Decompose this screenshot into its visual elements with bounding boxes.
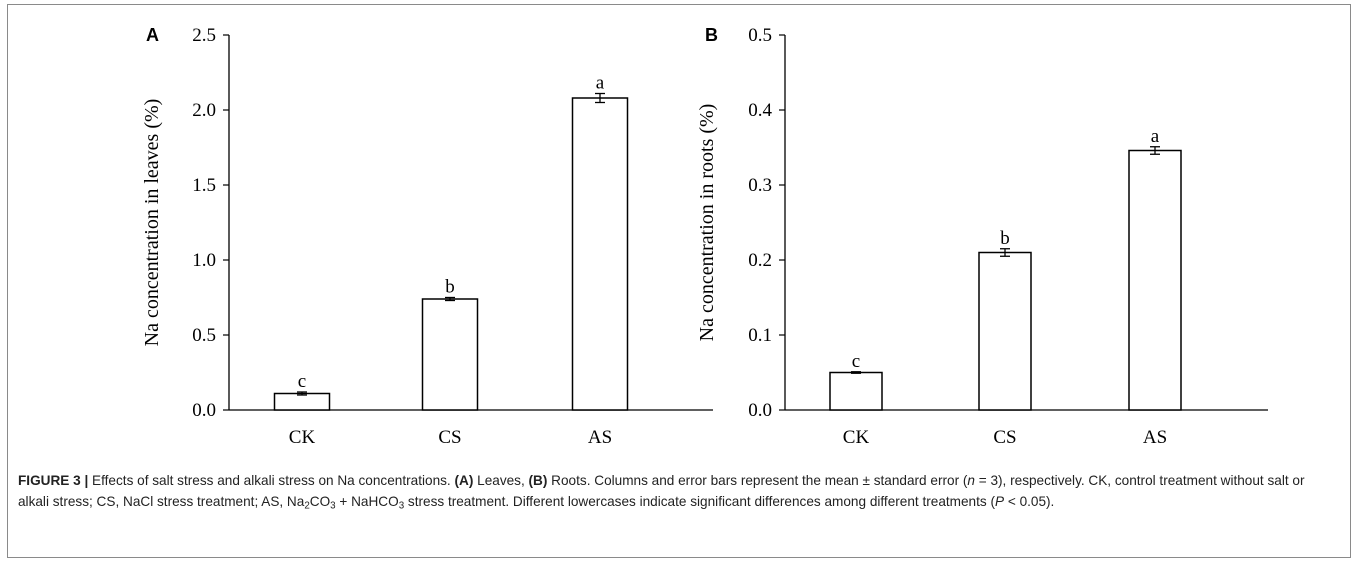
- bar-as: [1128, 149, 1182, 411]
- x-tick-label-ck: CK: [843, 427, 870, 448]
- x-tick-label-cs: CS: [438, 427, 461, 448]
- caption-text: CO: [309, 494, 331, 509]
- caption-p-variable: P: [995, 494, 1005, 509]
- figure-frame: [7, 4, 1351, 558]
- significance-letter: a: [596, 73, 605, 94]
- caption-b-label: (B): [528, 473, 548, 488]
- bar-cs: [421, 298, 479, 411]
- y-tick-label: 2.5: [192, 25, 216, 46]
- caption-subscript: 2: [304, 500, 310, 512]
- significance-letter: c: [298, 371, 306, 392]
- y-tick-label: 0.0: [748, 400, 772, 421]
- panel-label-a: A: [146, 25, 159, 45]
- x-tick-label-cs: CS: [993, 427, 1016, 448]
- caption-text: + NaHCO: [335, 494, 399, 509]
- figure-charts: 0.0 0.5 1.0 1.5 2.0 2.5 A Na concentration in l…: [141, 25, 1268, 448]
- caption-a-label: (A): [454, 473, 474, 488]
- chart-panel-a: 0.0 0.5 1.0 1.5 2.0 2.5 A Na concentration in l…: [141, 25, 713, 448]
- caption-text: = 3), respectively. CK, control treatmen…: [18, 473, 1305, 509]
- x-tick-label-as: AS: [1143, 427, 1167, 448]
- caption-text: Leaves,: [473, 473, 529, 488]
- y-tick-label: 0.1: [748, 325, 772, 346]
- bar-ck: [273, 392, 331, 411]
- figure-label: FIGURE 3 |: [18, 473, 89, 488]
- y-tick-label: 0.3: [748, 175, 772, 196]
- figure-caption: FIGURE 3 | Effects of salt stress and al…: [18, 470, 1338, 512]
- caption-subscript: 3: [398, 500, 405, 512]
- y-axis-label-a: Na concentration in leaves (%): [141, 99, 163, 347]
- chart-panel-b: 0.0 0.1 0.2 0.3 0.4 0.5 B Na concentration in r…: [696, 25, 1268, 448]
- x-tick-label-ck: CK: [289, 427, 316, 448]
- y-tick-label: 0.2: [748, 250, 772, 271]
- y-tick-label: 0.5: [192, 325, 216, 346]
- bar-ck: [829, 371, 883, 411]
- significance-letter: c: [852, 351, 860, 372]
- caption-text: < 0.05).: [1004, 494, 1055, 509]
- caption-subscript: 3: [330, 500, 336, 512]
- bar-cs: [978, 251, 1032, 411]
- significance-letter: b: [1000, 228, 1010, 249]
- bar-as: [571, 97, 629, 411]
- caption-text: Effects of salt stress and alkali stress…: [88, 473, 455, 488]
- significance-letter: a: [1151, 126, 1160, 147]
- y-tick-label: 2.0: [192, 100, 216, 121]
- y-tick-label: 0.5: [748, 25, 772, 46]
- y-tick-label: 1.0: [192, 250, 216, 271]
- significance-letter: b: [445, 277, 455, 298]
- panel-label-b: B: [705, 25, 718, 45]
- caption-text: Roots. Columns and error bars represent …: [547, 473, 968, 488]
- caption-n-variable: n: [967, 473, 975, 488]
- y-tick-label: 1.5: [192, 175, 216, 196]
- caption-text: stress treatment. Different lowercases i…: [404, 494, 995, 509]
- y-axis-label-b: Na concentration in roots (%): [696, 104, 718, 342]
- y-tick-label: 0.4: [748, 100, 772, 121]
- x-tick-label-as: AS: [588, 427, 612, 448]
- y-tick-label: 0.0: [192, 400, 216, 421]
